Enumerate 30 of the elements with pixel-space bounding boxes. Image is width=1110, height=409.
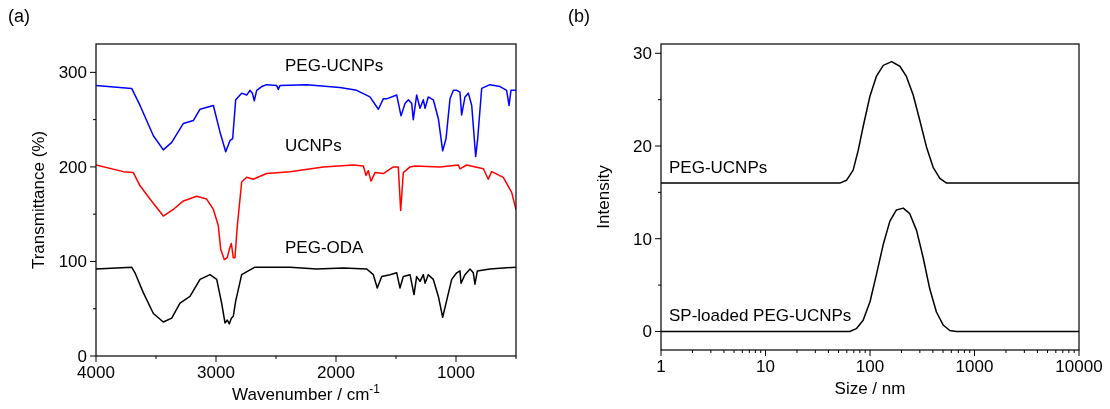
- series-label: PEG-UCNPs: [669, 158, 768, 178]
- chart-title: (a): [8, 6, 30, 26]
- x-tick-label: 1000: [437, 363, 475, 382]
- x-axis-title: Size / nm: [834, 379, 906, 398]
- y-axis-title: Transmittance (%): [29, 130, 48, 270]
- x-axis-title: Wavenumber / cm$^{-1}$: [232, 382, 381, 404]
- y-tick-label: 0: [642, 322, 652, 342]
- line-series: [96, 83, 516, 158]
- x-tick-label: 4000: [77, 363, 115, 382]
- x-tick-label: 1000: [955, 357, 994, 376]
- y-tick-label: 200: [58, 157, 87, 177]
- y-tick-label: 30: [633, 44, 652, 64]
- y-tick-label: 100: [58, 252, 87, 272]
- chart-title: (b): [568, 6, 590, 26]
- series-label: UCNPs: [285, 136, 342, 156]
- x-tick-label: 2000: [317, 363, 355, 382]
- y-axis-title: Intensity: [594, 164, 613, 229]
- x-tick-label: 1: [656, 357, 666, 376]
- x-tick-label: 100: [855, 357, 885, 376]
- x-tick-label: 10: [756, 357, 775, 376]
- y-tick-label: 10: [633, 229, 652, 249]
- line-series: [96, 164, 516, 261]
- y-tick-label: 300: [58, 63, 87, 83]
- series-label: PEG-ODA: [285, 238, 365, 258]
- y-tick-label: 20: [633, 136, 652, 156]
- series-label: PEG-UCNPs: [285, 55, 384, 75]
- x-tick-label: 10000: [1055, 357, 1103, 376]
- x-tick-label: 3000: [197, 363, 235, 382]
- series-label: SP-loaded PEG-UCNPs: [669, 306, 852, 326]
- y-tick-label: 0: [77, 346, 87, 366]
